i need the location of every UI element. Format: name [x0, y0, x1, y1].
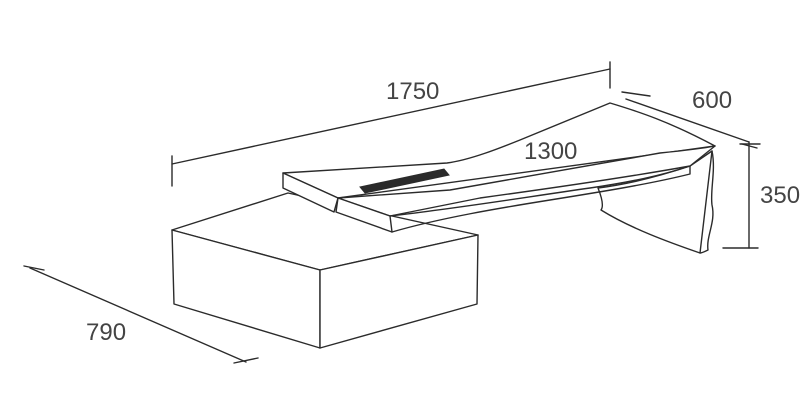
inset-strip-shape [359, 168, 450, 194]
leg-front-face [597, 150, 713, 254]
leg-raw-edge [699, 150, 715, 254]
label-total-length: 1750 [386, 78, 439, 105]
rear-top-slab [282, 102, 716, 213]
front-top-slab [335, 145, 716, 233]
base-side-face [319, 234, 479, 349]
inset-strip [359, 168, 450, 194]
front-slab-lower-edge [389, 165, 691, 233]
front-slab-top [337, 145, 716, 217]
label-height: 350 [760, 182, 800, 209]
dimension-height [722, 141, 761, 249]
dimension-total-length [171, 61, 611, 187]
base-block [171, 192, 479, 349]
rear-slab-top [282, 102, 716, 199]
label-depth: 600 [692, 87, 732, 114]
dimension-base-depth [23, 265, 259, 364]
label-base-depth: 790 [86, 319, 126, 346]
label-top-length: 1300 [524, 138, 577, 165]
rear-slab-edge [282, 172, 339, 213]
right-leg [597, 150, 715, 254]
